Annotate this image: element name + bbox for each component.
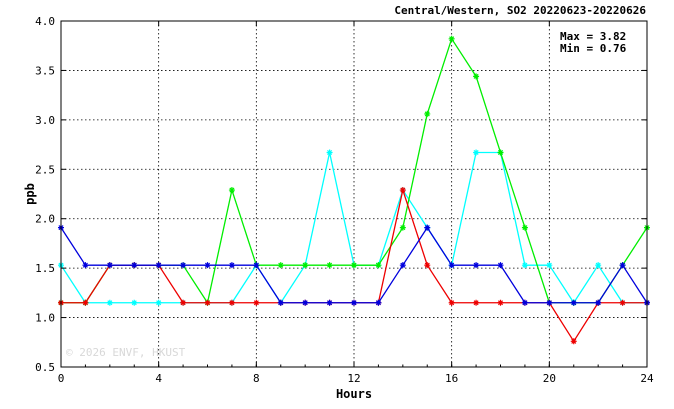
y-axis-title: ppb bbox=[23, 183, 37, 205]
data-point bbox=[253, 299, 260, 306]
data-point bbox=[375, 299, 382, 306]
data-point bbox=[521, 224, 528, 231]
data-point bbox=[204, 299, 211, 306]
data-point bbox=[82, 262, 89, 269]
series-4 bbox=[58, 224, 650, 306]
data-point bbox=[546, 299, 553, 306]
y-tick-label: 2.5 bbox=[35, 163, 55, 176]
data-point bbox=[82, 299, 89, 306]
y-tick-label: 3.5 bbox=[35, 64, 55, 77]
data-point bbox=[277, 299, 284, 306]
data-point bbox=[106, 262, 113, 269]
y-tick-label: 0.5 bbox=[35, 361, 55, 374]
data-point bbox=[351, 299, 357, 306]
x-tick-label: 20 bbox=[543, 372, 556, 385]
y-axis: 0.5 1.0 1.5 2.0 2.5 3.0 3.5 4.0 bbox=[35, 15, 647, 374]
data-point bbox=[180, 299, 187, 306]
data-point bbox=[228, 187, 235, 194]
data-point bbox=[448, 35, 455, 42]
data-point bbox=[180, 262, 187, 269]
data-point bbox=[155, 262, 162, 269]
y-tick-label: 1.5 bbox=[35, 262, 55, 275]
data-point bbox=[155, 299, 162, 306]
data-point bbox=[595, 262, 602, 269]
data-point bbox=[424, 224, 431, 231]
data-point bbox=[375, 262, 382, 269]
data-point bbox=[204, 262, 211, 269]
data-point bbox=[570, 338, 577, 345]
data-point bbox=[473, 73, 480, 80]
x-tick-label: 4 bbox=[155, 372, 162, 385]
y-tick-label: 2.0 bbox=[35, 213, 55, 226]
min-label: Min = 0.76 bbox=[560, 42, 627, 55]
data-point bbox=[473, 262, 480, 269]
data-point bbox=[131, 262, 138, 269]
data-point bbox=[497, 262, 504, 269]
data-point bbox=[521, 299, 528, 306]
data-point bbox=[277, 262, 284, 269]
chart-title: Central/Western, SO2 20220623-20220626 bbox=[394, 4, 646, 17]
data-point bbox=[497, 299, 504, 306]
data-point bbox=[473, 149, 480, 156]
data-point bbox=[546, 262, 553, 269]
data-point bbox=[619, 262, 626, 269]
series-layer bbox=[58, 35, 650, 345]
data-point bbox=[473, 299, 480, 306]
x-tick-label: 24 bbox=[640, 372, 654, 385]
data-point bbox=[521, 262, 528, 269]
data-point bbox=[399, 224, 406, 231]
x-tick-label: 16 bbox=[445, 372, 458, 385]
data-point bbox=[448, 262, 455, 269]
data-point bbox=[106, 299, 113, 306]
data-point bbox=[326, 299, 333, 306]
data-point bbox=[424, 262, 431, 269]
data-point bbox=[619, 299, 626, 306]
data-point bbox=[326, 262, 333, 269]
grid bbox=[61, 21, 647, 367]
data-point bbox=[228, 299, 235, 306]
y-tick-label: 1.0 bbox=[35, 312, 55, 325]
data-point bbox=[424, 110, 431, 117]
data-point bbox=[228, 262, 235, 269]
data-point bbox=[326, 149, 333, 156]
data-point bbox=[131, 299, 138, 306]
data-point bbox=[570, 299, 577, 306]
data-point bbox=[448, 299, 455, 306]
data-point bbox=[497, 149, 504, 156]
x-tick-label: 8 bbox=[253, 372, 260, 385]
data-point bbox=[302, 299, 309, 306]
y-tick-label: 3.0 bbox=[35, 114, 55, 127]
data-point bbox=[253, 262, 260, 269]
x-axis-title: Hours bbox=[336, 387, 372, 401]
x-tick-label: 12 bbox=[347, 372, 360, 385]
watermark: © 2026 ENVF, HKUST bbox=[66, 346, 186, 359]
data-point bbox=[595, 299, 602, 306]
data-point bbox=[351, 262, 357, 269]
x-axis: 0 4 8 12 16 20 24 bbox=[58, 21, 654, 385]
max-label: Max = 3.82 bbox=[560, 30, 626, 43]
data-point bbox=[302, 262, 309, 269]
x-tick-label: 0 bbox=[58, 372, 65, 385]
data-point bbox=[399, 187, 406, 194]
data-point bbox=[399, 262, 406, 269]
y-tick-label: 4.0 bbox=[35, 15, 55, 28]
